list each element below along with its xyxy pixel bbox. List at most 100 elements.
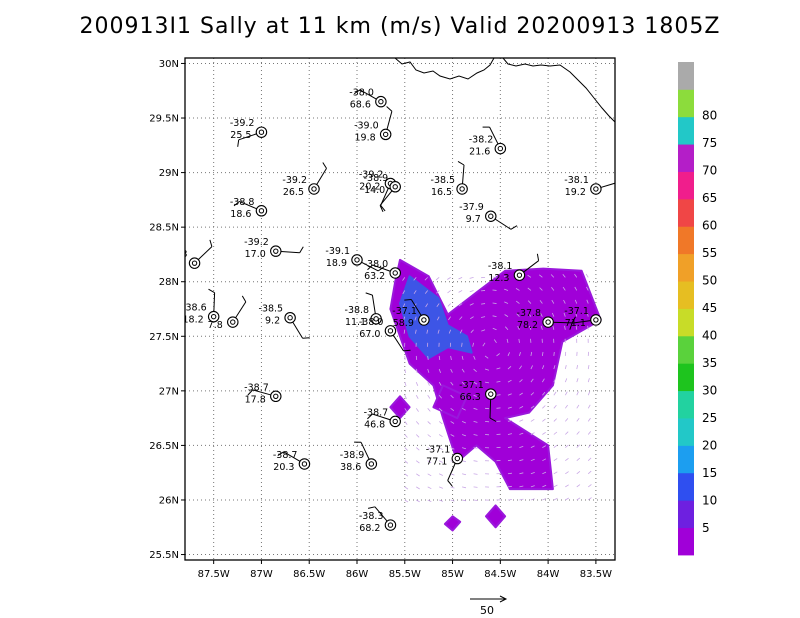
wind-barb-flag: [367, 413, 373, 420]
station-19: -38.811.1: [345, 292, 382, 328]
colorbar-label: 30: [702, 384, 717, 398]
colorbar-swatch: [678, 116, 694, 145]
station-wind-speed: 1: [179, 261, 185, 272]
station-13: -38.063.2: [364, 259, 401, 282]
station-wind-speed: 66.3: [460, 392, 481, 403]
station-wind-speed: 17.0: [245, 249, 266, 260]
y-tick-label: 28N: [159, 277, 179, 288]
wind-barb-flag: [237, 139, 240, 147]
station-12: -39.118.9: [325, 246, 385, 272]
station-wind-speed: 19.8: [355, 132, 376, 143]
station-center-icon: [387, 522, 394, 528]
station-wind-speed: 18.9: [326, 258, 347, 269]
station-wind-speed: 11.1: [345, 317, 366, 328]
colorbar-swatch: [678, 198, 694, 227]
wind-barb-flag: [457, 160, 465, 166]
station-temperature: -37.8: [517, 308, 542, 319]
wind-barb-flag: [241, 295, 247, 303]
station-temperature: -39.2: [282, 175, 307, 186]
station-center-icon: [273, 393, 279, 400]
wind-barb-flag: [277, 451, 284, 457]
station-temperature: -38.9: [340, 450, 365, 461]
station-7: -38.516.5: [431, 160, 468, 198]
x-tick-label: 83.5W: [580, 569, 612, 580]
wind-speed-region: [399, 275, 473, 360]
wind-barb-flag: [367, 264, 373, 271]
wind-barb-flag: [619, 175, 620, 182]
colorbar-swatch: [678, 335, 694, 364]
station-wind-speed: 17.8: [245, 394, 266, 405]
wind-barb-flag: [569, 322, 573, 330]
station-temperature: -38.1: [488, 261, 513, 272]
station-temperature: -39.2: [359, 170, 384, 181]
station-center-icon: [382, 131, 389, 138]
station-8: -38.119.2: [564, 175, 620, 198]
station-temperature: -39.2: [244, 237, 269, 248]
colorbar-swatch: [678, 226, 694, 255]
colorbar: 5 10 15 20 25 30 35 40 45 50 55 60 65 70 75 80: [678, 62, 717, 556]
colorbar-swatch: [678, 527, 694, 556]
y-tick-label: 26.5N: [149, 441, 179, 452]
wind-barb-flag: [299, 246, 304, 254]
colorbar-label: 35: [702, 356, 717, 370]
station-temperature: -38.0: [364, 259, 389, 270]
station-24: -38.717.8: [244, 382, 282, 405]
station-temperature: -38.6: [182, 303, 207, 314]
station-center-icon: [392, 184, 398, 190]
colorbar-label: 65: [702, 191, 717, 205]
wind-barb-flag: [386, 106, 393, 112]
station-wind-speed: 14.0: [364, 185, 385, 196]
station-center-icon: [287, 315, 293, 321]
station-temperature: -38.9: [364, 173, 389, 184]
station-20: -37.158.9: [392, 299, 430, 329]
station-wind-speed: 20.2: [359, 182, 380, 193]
y-tick-label: 25.5N: [149, 550, 179, 561]
colorbar-label: 70: [702, 164, 717, 178]
station-30: -38.368.2: [359, 506, 397, 534]
colorbar-label: 5: [702, 521, 710, 535]
station-temperature: -38.0: [359, 317, 384, 328]
station-temperature: .3: [178, 249, 187, 260]
wind-barb-flag: [510, 225, 518, 230]
station-2: -39.019.8: [354, 106, 393, 143]
y-tick-label: 26N: [159, 495, 179, 506]
station-center-icon: [488, 391, 494, 397]
station-center-icon: [368, 461, 375, 467]
station-wind-speed: 7.8: [208, 320, 223, 331]
station-wind-speed: 26.5: [283, 187, 304, 198]
station-center-icon: [545, 319, 551, 325]
x-tick-label: 87.5W: [198, 569, 230, 580]
station-18: -38.59.2: [259, 304, 310, 339]
station-14: -38.112.3: [488, 253, 540, 284]
station-25: -37.166.3: [459, 380, 497, 422]
station-center-icon: [301, 461, 308, 467]
colorbar-label: 60: [702, 219, 717, 233]
station-temperature: -39.1: [325, 246, 350, 257]
station-21: -38.067.0: [359, 317, 411, 352]
colorbar-label: 10: [702, 494, 717, 508]
wind-barb-flag: [379, 205, 384, 213]
station-9: -38.818.6: [230, 197, 268, 220]
station-center-icon: [497, 145, 504, 152]
station-0: -38.068.6: [349, 88, 387, 111]
colorbar-swatch: [678, 418, 694, 446]
observation-stations: -38.068.6-39.225.5-39.019.8 -38.221.6-39.…: [178, 88, 620, 534]
station-center-icon: [488, 213, 494, 219]
station-6: -38.914.0: [364, 173, 401, 213]
x-tick-label: 86W: [346, 569, 369, 580]
colorbar-swatch: [678, 308, 694, 337]
wind-barb-flag: [233, 201, 240, 207]
station-16: -38.618.2: [182, 288, 220, 326]
station-center-icon: [387, 328, 394, 334]
station-temperature: -39.2: [230, 118, 255, 129]
colorbar-label: 75: [702, 136, 717, 150]
station-center-icon: [459, 186, 465, 192]
station-temperature: -38.7: [364, 407, 389, 418]
station-temperature: -37.1: [459, 380, 484, 391]
station-wind-speed: 12.3: [488, 273, 509, 284]
station-wind-speed: 38.6: [340, 462, 361, 473]
station-wind-speed: 68.6: [350, 100, 371, 111]
map-title: 200913I1 Sally at 11 km (m/s) Valid 2020…: [79, 14, 721, 39]
wind-barb-flag: [571, 316, 576, 324]
